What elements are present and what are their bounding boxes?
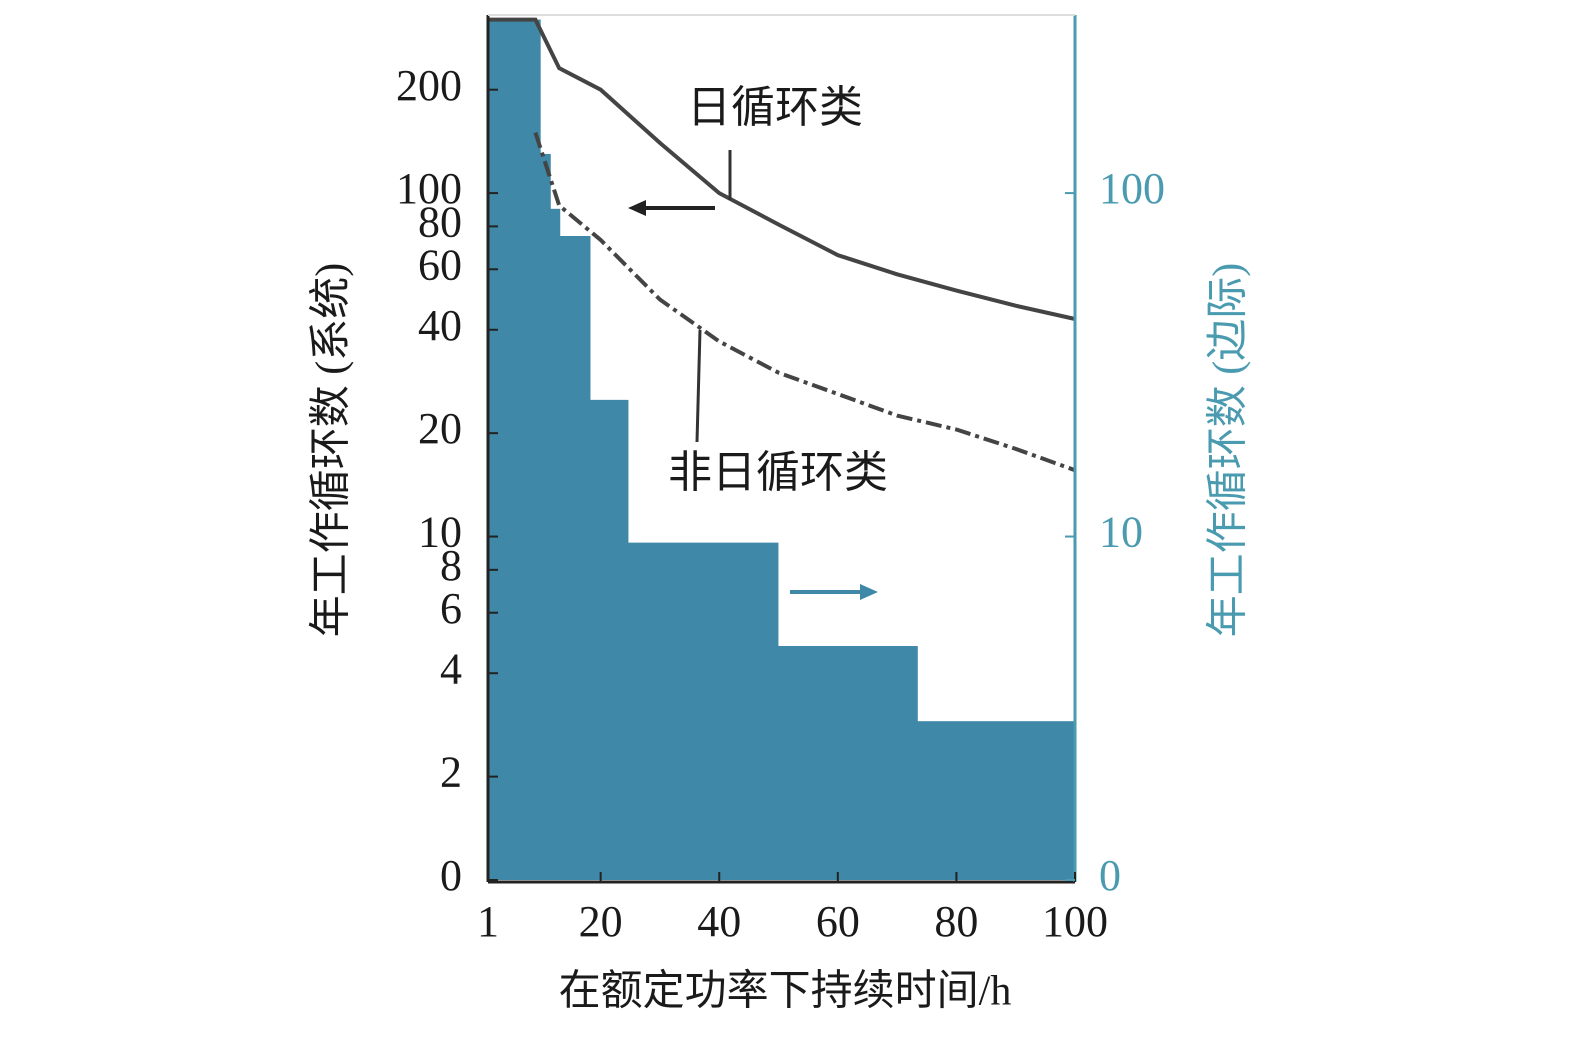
series-annotation: 日循环类	[687, 83, 863, 132]
y-tick-label: 200	[396, 61, 462, 110]
y2-tick-label: 10	[1099, 508, 1143, 557]
y-tick-label: 8	[440, 541, 462, 590]
bar	[488, 19, 541, 880]
x-tick-label: 1	[477, 897, 499, 946]
plot-area	[486, 14, 1077, 884]
series-annotation: 非日循环类	[668, 448, 888, 497]
bar	[540, 153, 551, 881]
bar	[550, 208, 561, 881]
x-tick-label: 60	[816, 897, 860, 946]
leader-line	[695, 329, 702, 443]
x-tick-label: 40	[697, 897, 741, 946]
y-tick-label: 20	[418, 404, 462, 453]
y-tick-label: 4	[440, 644, 462, 693]
y-tick-label: 80	[418, 197, 462, 246]
y-tick-label: 60	[418, 240, 462, 289]
bar	[627, 542, 779, 880]
y-tick-label: 0	[440, 851, 462, 900]
y2-tick-label: 100	[1099, 164, 1165, 213]
y-tick-label: 100	[396, 164, 462, 213]
line	[533, 131, 1076, 473]
y2-axis-label: 年工作循环数 (边际)	[1205, 263, 1252, 637]
bar	[589, 399, 629, 880]
y-tick-label: 6	[440, 584, 462, 633]
line	[488, 17, 1076, 321]
y-tick-label: 40	[418, 301, 462, 350]
y2-tick-label: 0	[1099, 851, 1121, 900]
x-axis-label: 在额定功率下持续时间/h	[559, 968, 1012, 1015]
bar	[777, 646, 918, 880]
y-tick-label: 2	[440, 748, 462, 797]
x-tick-label: 100	[1042, 897, 1108, 946]
y-tick-label: 10	[418, 508, 462, 557]
y-axis-label: 年工作循环数 (系统)	[308, 263, 355, 637]
bar	[559, 235, 591, 881]
arrow-head	[628, 200, 646, 216]
arrow-head	[860, 584, 878, 600]
bar	[917, 721, 1076, 880]
x-tick-label: 80	[934, 897, 978, 946]
x-tick-label: 20	[579, 897, 623, 946]
